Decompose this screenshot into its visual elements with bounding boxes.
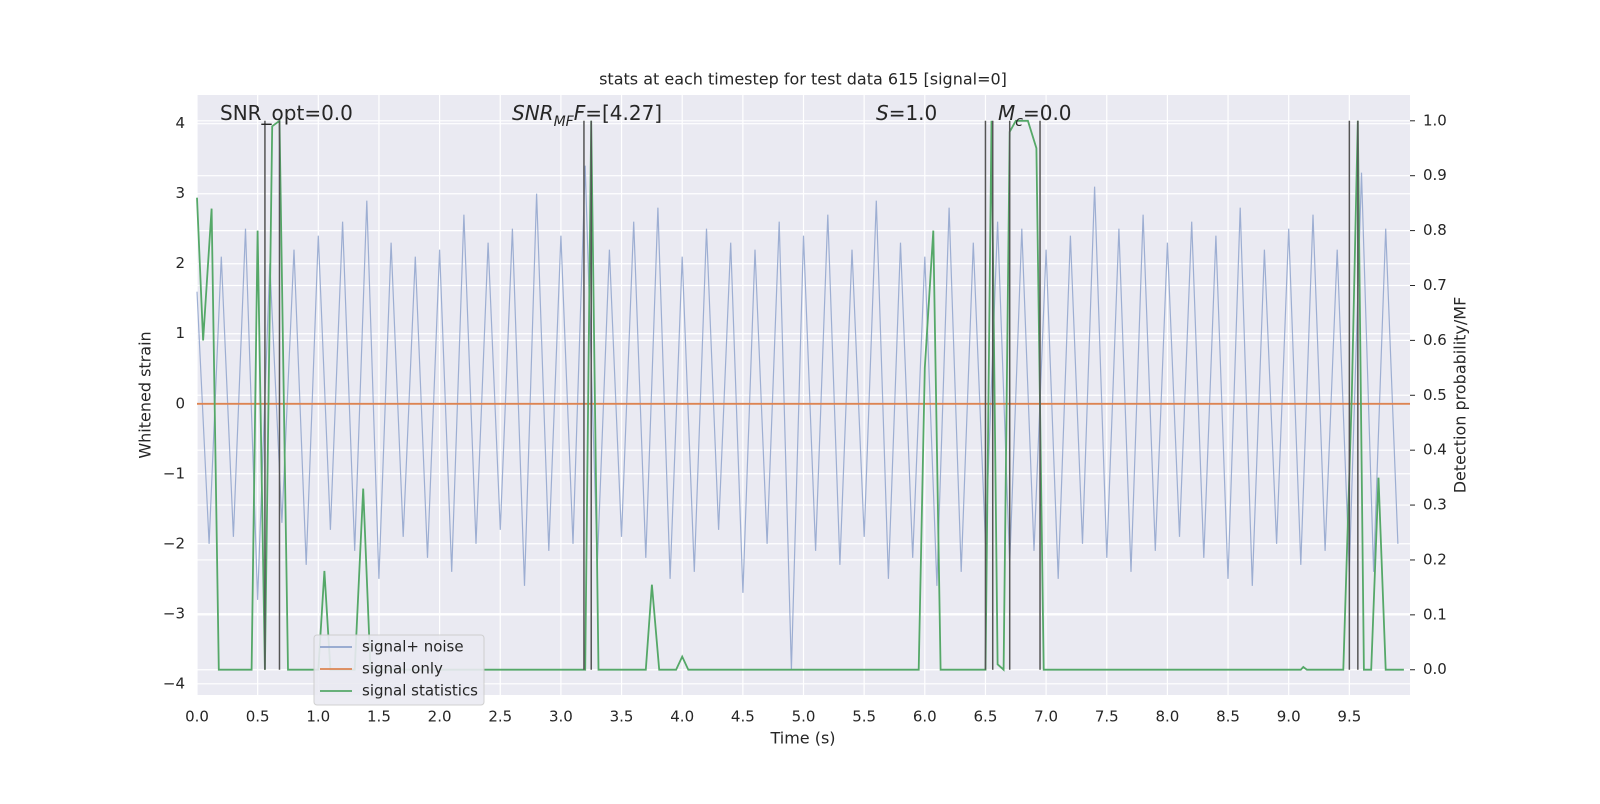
y-tick-label: 3 <box>175 184 185 202</box>
annotation: SNR_opt=0.0 <box>220 101 353 125</box>
chart-title: stats at each timestep for test data 615… <box>599 70 1007 89</box>
annotation-part: c <box>1015 114 1023 130</box>
x-tick-label: 5.5 <box>852 708 876 726</box>
x-tick-label: 7.5 <box>1095 708 1119 726</box>
y2-tick-label: 0.7 <box>1423 276 1447 294</box>
x-tick-label: 3.5 <box>610 708 634 726</box>
y2-tick-label: 0.8 <box>1423 221 1447 239</box>
y2-tick-label: 0.2 <box>1423 550 1447 568</box>
annotation-part: SNR <box>512 101 554 125</box>
legend-box <box>313 634 485 706</box>
annotation: S=1.0 <box>876 101 937 125</box>
y2-tick-label: 1.0 <box>1423 111 1447 129</box>
y-tick-label: −2 <box>163 534 185 552</box>
y2-tick-label: 0.5 <box>1423 386 1447 404</box>
x-tick-label: 1.5 <box>367 708 391 726</box>
annotation-part: =0.0 <box>1023 101 1072 125</box>
x-tick-label: 2.5 <box>488 708 512 726</box>
x-tick-label: 9.0 <box>1277 708 1301 726</box>
legend-label: signal statistics <box>362 682 478 700</box>
annotation-part: MF <box>554 114 575 130</box>
x-tick-label: 0.0 <box>185 708 209 726</box>
x-tick-label: 6.0 <box>913 708 937 726</box>
x-tick-label: 8.5 <box>1216 708 1240 726</box>
y-tick-label: 2 <box>175 254 185 272</box>
x-tick-label: 9.5 <box>1337 708 1361 726</box>
annotation-part: S <box>876 101 889 125</box>
annotation-part: F <box>574 101 586 125</box>
series-line <box>196 165 1399 670</box>
legend: signal+ noise signal only signal statistic… <box>313 634 485 706</box>
annotation-part: =[4.27] <box>585 101 662 125</box>
y-tick-label: −3 <box>163 604 185 622</box>
legend-label: signal only <box>362 660 443 678</box>
y2-tick-label: 0.6 <box>1423 331 1447 349</box>
x-tick-label: 6.5 <box>974 708 998 726</box>
y2-tick-label: 0.3 <box>1423 496 1447 514</box>
annotation: Mc=0.0 <box>998 101 1072 131</box>
x-tick-label: 5.0 <box>792 708 816 726</box>
legend-label: signal+ noise <box>362 638 464 656</box>
y2-axis-label: Detection probability/MF <box>1451 297 1470 494</box>
annotation-part: SNR_opt=0.0 <box>220 101 353 125</box>
y2-tick-label: 0.0 <box>1423 660 1447 678</box>
x-tick-label: 1.0 <box>306 708 330 726</box>
x-tick-label: 8.0 <box>1155 708 1179 726</box>
y-tick-label: −4 <box>163 674 185 692</box>
x-tick-label: 4.5 <box>731 708 755 726</box>
y2-tick-label: 0.4 <box>1423 441 1447 459</box>
annotation-part: M <box>998 101 1015 125</box>
y2-tick-label: 0.9 <box>1423 166 1447 184</box>
y-tick-label: 4 <box>175 114 185 132</box>
x-tick-label: 3.0 <box>549 708 573 726</box>
x-tick-label: 7.0 <box>1034 708 1058 726</box>
annotation-part: =1.0 <box>889 101 938 125</box>
x-axis-label: Time (s) <box>769 729 835 748</box>
marks <box>196 119 1410 672</box>
y-tick-label: −1 <box>163 464 185 482</box>
annotation: SNRMFF=[4.27] <box>512 101 662 131</box>
y-tick-label: 1 <box>175 324 185 342</box>
y2-tick-label: 0.1 <box>1423 605 1447 623</box>
grid <box>196 95 1410 695</box>
y-tick-label: 0 <box>175 394 185 412</box>
x-tick-label: 0.5 <box>246 708 270 726</box>
series-line <box>196 119 1404 672</box>
y-axis-label: Whitened strain <box>136 331 155 458</box>
x-tick-label: 2.0 <box>428 708 452 726</box>
x-tick-label: 4.0 <box>670 708 694 726</box>
